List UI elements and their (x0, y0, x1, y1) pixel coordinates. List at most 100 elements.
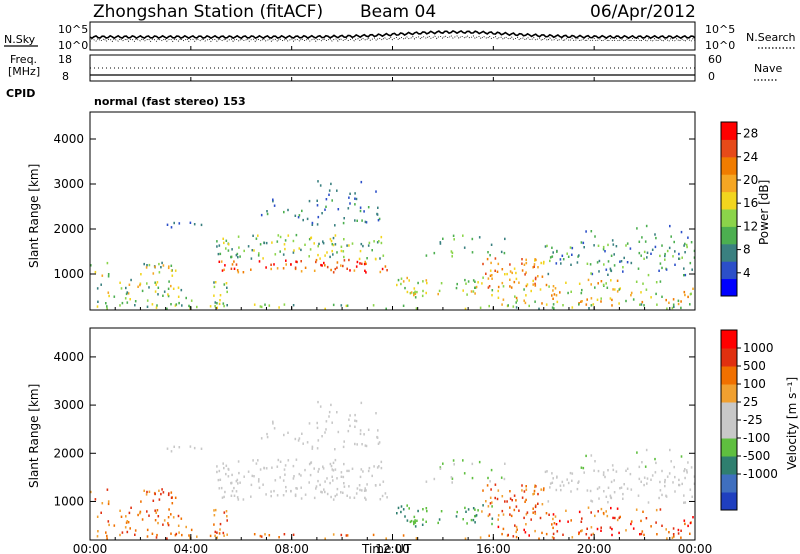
velocity-cell (230, 482, 233, 485)
power-cell (582, 241, 585, 245)
velocity-cell (373, 465, 375, 468)
velocity-cell (629, 472, 632, 476)
velocity-cell (404, 515, 406, 518)
velocity-cell (127, 521, 130, 524)
power-cell (313, 242, 315, 245)
velocity-cell (284, 464, 287, 467)
power-cell (108, 294, 110, 298)
velocity-cell (218, 487, 221, 490)
velocity-cell (581, 517, 583, 520)
velocity-cell (587, 506, 590, 509)
velocity-cell (689, 521, 692, 525)
power-cell (379, 270, 382, 274)
y-tick-label: 2000 (53, 222, 84, 236)
velocity-cell (166, 537, 168, 540)
power-cell (347, 207, 350, 210)
velocity-cell (272, 420, 274, 423)
power-cell (126, 301, 129, 304)
power-cell (163, 290, 166, 293)
power-cell (298, 214, 301, 217)
velocity-cell (488, 534, 490, 537)
velocity-cell (471, 476, 474, 480)
power-cell (374, 257, 377, 261)
power-cell (677, 302, 680, 306)
velocity-cell (332, 479, 334, 482)
power-cell (348, 258, 350, 262)
velocity-cell (532, 493, 534, 496)
power-cell (381, 267, 384, 271)
power-cell (237, 256, 239, 259)
power-colorbar: 4 8 12 16 20 24 28 (720, 121, 758, 297)
velocity-cell (167, 493, 170, 497)
power-cell (397, 278, 400, 282)
power-cell (651, 248, 654, 251)
power-cell (334, 243, 337, 246)
velocity-cell (119, 533, 121, 537)
velocity-cell (683, 519, 686, 522)
velocity-cell (622, 492, 624, 496)
power-cell (170, 264, 173, 267)
velocity-cell (590, 454, 593, 457)
velocity-cell (614, 516, 616, 520)
power-cell (406, 276, 408, 280)
power-cell (684, 242, 686, 246)
power-cell (640, 303, 643, 306)
power-cell (107, 273, 110, 276)
power-cell (273, 263, 275, 266)
velocity-cell (318, 467, 320, 471)
velocity-cell (666, 537, 668, 540)
power-cell (485, 272, 487, 275)
velocity-cell (635, 508, 638, 511)
velocity-cell (641, 530, 644, 533)
velocity-cell (340, 491, 342, 494)
power-cell (581, 288, 583, 292)
power-cell (157, 286, 160, 289)
velocity-cell (354, 442, 356, 446)
velocity-cell (243, 475, 245, 478)
power-cell (161, 261, 163, 265)
velocity-cell (297, 439, 300, 442)
velocity-cell (334, 458, 337, 462)
velocity-cell (354, 413, 356, 417)
power-cell (516, 299, 518, 302)
velocity-cell (673, 465, 675, 469)
power-cell (216, 302, 218, 305)
velocity-cell (125, 521, 128, 524)
power-cell (456, 282, 458, 286)
power-cell (471, 237, 474, 241)
velocity-cell (552, 517, 554, 521)
velocity-cell (556, 530, 559, 533)
velocity-cell (646, 477, 649, 480)
velocity-cell (226, 533, 228, 536)
velocity-cell (156, 533, 158, 537)
power-cell (655, 236, 657, 240)
velocity-cell (609, 526, 612, 529)
velocity-cell (189, 445, 192, 448)
power-cell (325, 205, 327, 208)
power-cell (618, 302, 620, 305)
power-cell (600, 280, 603, 283)
power-cell (488, 304, 490, 308)
velocity-cell (287, 431, 289, 434)
power-cell (219, 252, 222, 256)
velocity-cell (645, 448, 648, 452)
velocity-cell (439, 466, 442, 469)
velocity-cell (326, 492, 329, 496)
power-cell (148, 263, 151, 267)
colorbar-tick-label: 12 (743, 219, 758, 233)
velocity-cell (580, 529, 582, 533)
power-cell (287, 234, 290, 237)
power-cell (615, 245, 618, 248)
velocity-cell (353, 496, 356, 499)
power-cell (661, 295, 663, 298)
colorbar-frame (720, 121, 738, 297)
velocity-cell (223, 466, 225, 470)
velocity-cell (397, 506, 400, 510)
velocity-cell (308, 481, 310, 484)
velocity-cell (603, 490, 605, 493)
power-cell (684, 293, 686, 297)
power-cell (96, 287, 99, 290)
velocity-cell (578, 532, 580, 536)
velocity-cell (332, 498, 335, 501)
velocity-cell (500, 476, 503, 479)
